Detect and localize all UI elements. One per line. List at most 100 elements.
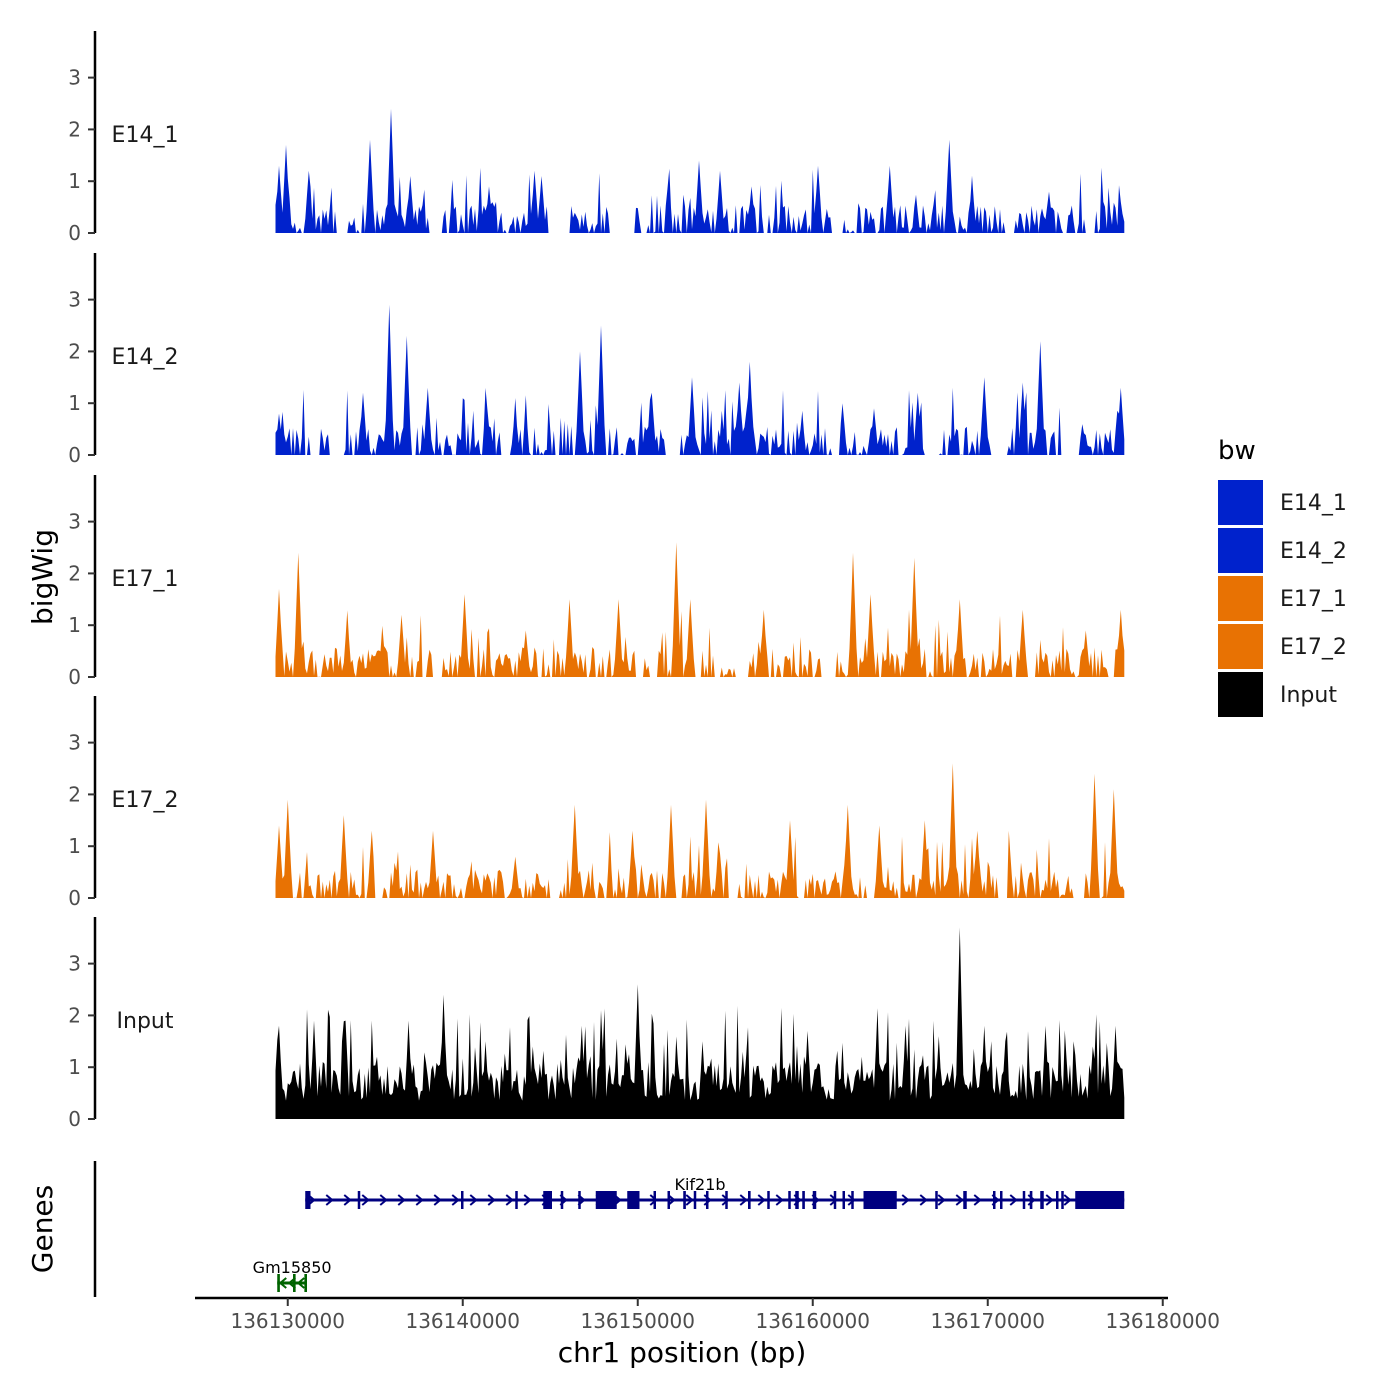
strand-arrow xyxy=(343,1194,352,1206)
y-tick-label: 0 xyxy=(68,665,81,689)
gene-exon xyxy=(1029,1191,1033,1209)
signal-area-E17_1 xyxy=(275,542,1125,677)
strand-arrow xyxy=(487,1194,496,1206)
gene-exon xyxy=(812,1191,817,1209)
strand-arrow xyxy=(757,1194,766,1206)
strand-arrow xyxy=(739,1194,748,1206)
y-tick-label: 0 xyxy=(68,1107,81,1131)
y-tick-label: 1 xyxy=(68,613,81,637)
gene-exon xyxy=(963,1191,967,1209)
strand-arrow xyxy=(937,1194,946,1206)
gene-exon xyxy=(833,1191,837,1209)
gene-exon xyxy=(293,1274,296,1292)
gene-exon xyxy=(1056,1191,1059,1209)
y-tick-label: 1 xyxy=(68,834,81,858)
strand-arrow xyxy=(901,1194,910,1206)
x-tick-label: 136130000 xyxy=(230,1309,345,1333)
genes-panel: Kif21b Gm15850 xyxy=(93,1161,1125,1297)
gene-label-Kif21b: Kif21b xyxy=(674,1175,725,1194)
legend-label-E17_1: E17_1 xyxy=(1280,587,1347,612)
gene-exon xyxy=(461,1191,464,1209)
strand-arrow xyxy=(1063,1194,1072,1206)
gene-label-Gm15850: Gm15850 xyxy=(253,1258,332,1277)
strand-arrow xyxy=(775,1194,784,1206)
gene-exon xyxy=(304,1274,307,1292)
track-label-E17_1: E17_1 xyxy=(112,567,179,592)
gene-exon xyxy=(578,1191,581,1209)
strand-arrow xyxy=(379,1194,388,1206)
strand-arrow xyxy=(667,1194,676,1206)
track-label-Input: Input xyxy=(117,1009,174,1034)
y-axis-title: bigWig xyxy=(26,529,59,625)
gene-exon xyxy=(683,1191,686,1209)
y-tick-label: 3 xyxy=(68,952,81,976)
y-tick-label: 0 xyxy=(68,221,81,245)
y-tick-label: 1 xyxy=(68,169,81,193)
track-label-E14_2: E14_2 xyxy=(112,345,179,370)
signal-area-E14_1 xyxy=(275,108,1125,233)
legend: bw E14_1 E14_2 E17_1 E17_2 Input xyxy=(1218,436,1347,717)
signal-area-E17_2 xyxy=(275,763,1125,898)
signal-area-Input xyxy=(275,927,1125,1119)
strand-arrow xyxy=(919,1194,928,1206)
y-tick-label: 2 xyxy=(68,339,81,363)
signal-area-E14_2 xyxy=(275,304,1125,455)
y-tick-label: 1 xyxy=(68,1055,81,1079)
y-tick-label: 1 xyxy=(68,391,81,415)
y-tick-label: 3 xyxy=(68,66,81,90)
strand-arrow xyxy=(469,1194,478,1206)
y-tick-label: 3 xyxy=(68,288,81,312)
gene-exon xyxy=(1075,1191,1125,1209)
signal-panels: 0 1 2 3 E14_1 0 1 2 3 E14_2 0 1 2 3 E17_1 0 1 2 3 E17_2 0 1 2 3… xyxy=(68,31,1125,1131)
legend-swatch-E17_2 xyxy=(1218,624,1263,669)
genes-axis-title: Genes xyxy=(26,1185,59,1273)
gene-exon xyxy=(802,1191,805,1209)
gene-exon xyxy=(653,1191,656,1209)
y-tick-label: 2 xyxy=(68,561,81,585)
strand-arrow xyxy=(505,1194,514,1206)
y-tick-label: 3 xyxy=(68,731,81,755)
strand-arrow xyxy=(685,1194,694,1206)
gene-exon xyxy=(767,1191,770,1209)
x-tick-label: 136140000 xyxy=(405,1309,520,1333)
strand-arrow xyxy=(397,1194,406,1206)
strand-arrow xyxy=(451,1194,460,1206)
legend-label-Input: Input xyxy=(1280,683,1337,708)
strand-arrow xyxy=(325,1194,334,1206)
y-tick-label: 0 xyxy=(68,443,81,467)
legend-label-E17_2: E17_2 xyxy=(1280,635,1347,660)
x-tick-label: 136170000 xyxy=(930,1309,1045,1333)
gene-exon xyxy=(863,1191,897,1209)
track-E17_1: 0 1 2 3 E17_1 xyxy=(68,475,1125,689)
gene-exon xyxy=(851,1191,854,1209)
strand-arrow xyxy=(955,1194,964,1206)
strand-arrow xyxy=(433,1194,442,1206)
gene-exon xyxy=(305,1191,311,1209)
strand-arrow xyxy=(361,1194,370,1206)
gene-exon xyxy=(595,1191,617,1209)
gene-Gm15850: Gm15850 xyxy=(253,1258,332,1292)
gene-exon xyxy=(725,1191,728,1209)
strand-arrow xyxy=(1045,1194,1054,1206)
gene-exon xyxy=(993,1191,996,1209)
gene-exon xyxy=(795,1191,799,1209)
strand-arrow xyxy=(415,1194,424,1206)
y-tick-label: 2 xyxy=(68,782,81,806)
strand-arrow xyxy=(523,1194,532,1206)
track-label-E17_2: E17_2 xyxy=(112,788,179,813)
legend-title: bw xyxy=(1218,436,1256,466)
gene-exon xyxy=(627,1191,640,1209)
y-tick-label: 0 xyxy=(68,886,81,910)
strand-arrow xyxy=(296,1277,305,1289)
gene-exon xyxy=(788,1191,791,1209)
gene-exon xyxy=(693,1191,697,1209)
gene-exon xyxy=(842,1191,845,1209)
gene-exon xyxy=(357,1191,361,1209)
legend-swatch-Input xyxy=(1218,672,1263,717)
x-tick-label: 136150000 xyxy=(580,1309,695,1333)
gene-exon xyxy=(515,1191,518,1209)
y-tick-label: 2 xyxy=(68,1003,81,1027)
gene-exon xyxy=(667,1191,670,1209)
x-axis: 136130000 136140000 136150000 136160000 1361… xyxy=(195,1296,1220,1333)
